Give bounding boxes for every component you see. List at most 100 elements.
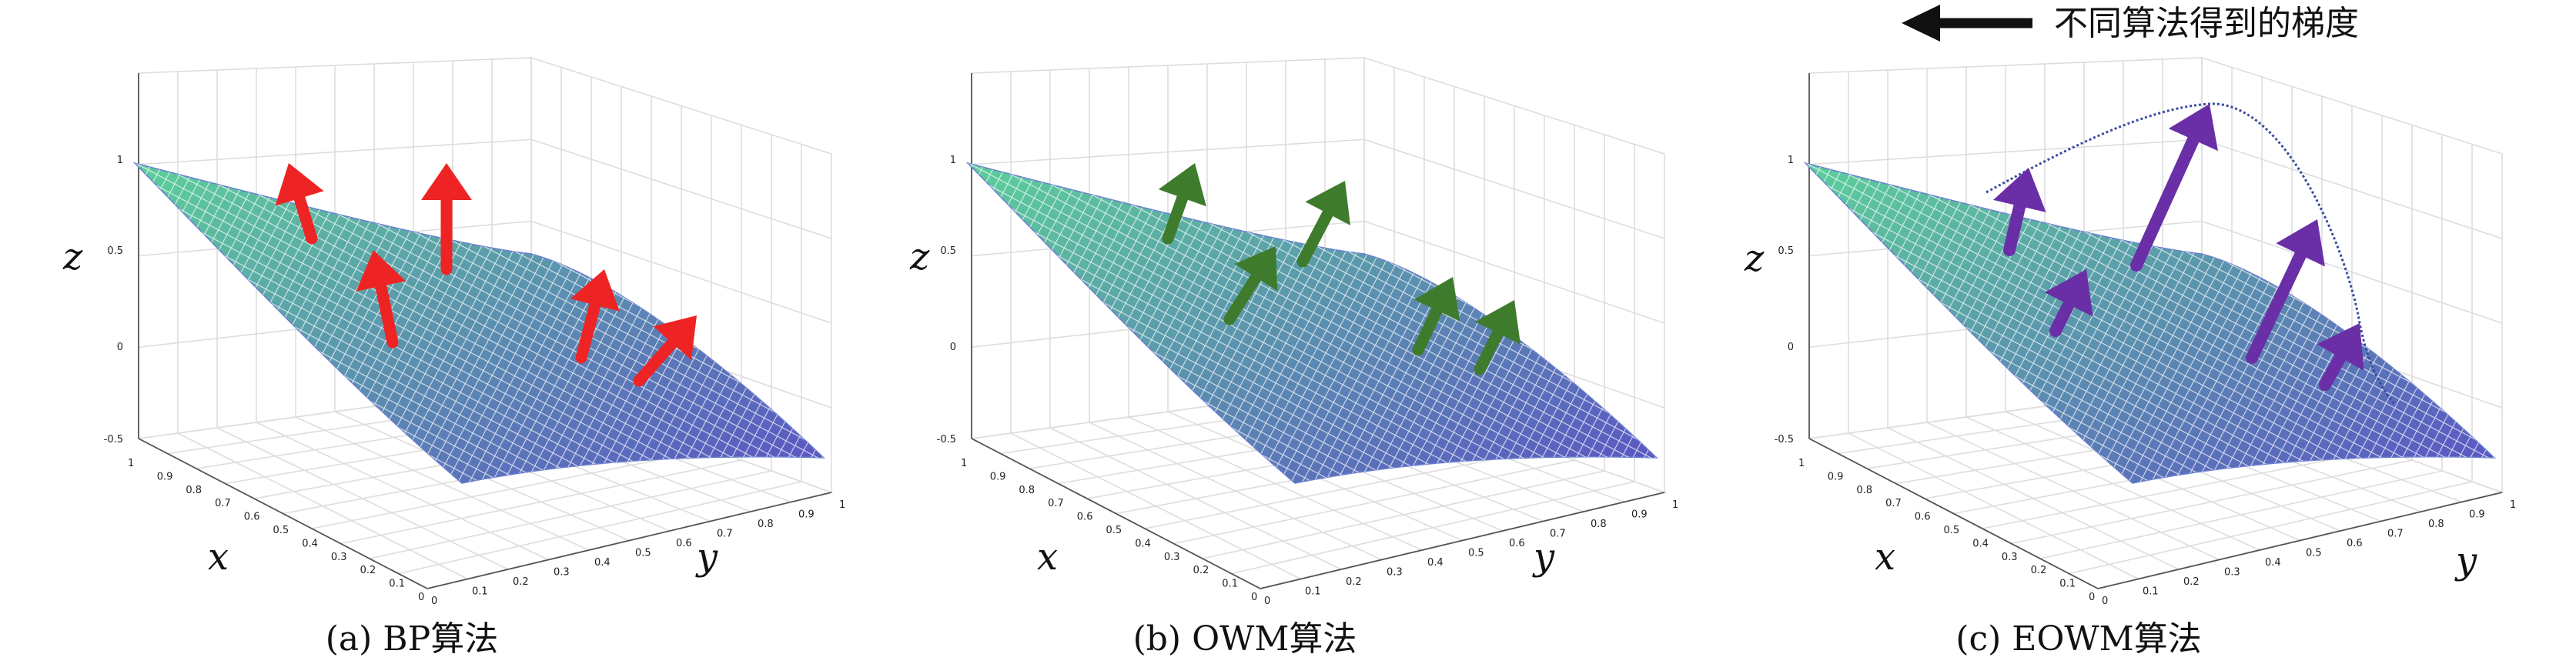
y-tick-label: 0.3 <box>2224 567 2240 579</box>
y-tick-label: 0.9 <box>798 509 815 521</box>
x-ticks-a: 1 0.9 0.8 0.7 0.6 0.5 0.4 0.3 0.2 0.1 0 <box>128 458 424 603</box>
x-tick-label: 0.4 <box>1135 538 1151 549</box>
z-tick-label: 1 <box>117 155 123 166</box>
y-tick-label: 0.8 <box>1591 519 1607 530</box>
y-tick-label: 0.9 <box>1631 509 1648 521</box>
gradient-arrow-shaft <box>1223 272 1262 325</box>
z-ticks-b: 1 0.5 0 -0.5 <box>937 155 956 445</box>
x-tick-label: 0.8 <box>186 485 202 496</box>
y-axis-label-c: y <box>2454 539 2477 582</box>
x-tick-label: 0 <box>418 592 424 603</box>
x-tick-label: 0.5 <box>1106 525 1122 536</box>
legend-label: 不同算法得到的梯度 <box>2054 4 2359 43</box>
gradient-arrow-head <box>2044 269 2093 317</box>
panel-c: 10.50-0.5 10.90.80.70.60.50.40.30.20.10 … <box>1744 56 2516 659</box>
gradient-arrow-shaft <box>2319 351 2347 391</box>
x-tick-label: 0.1 <box>2059 579 2076 590</box>
z-tick-label: 0 <box>950 342 956 353</box>
y-tick-label: 0.1 <box>2143 586 2159 598</box>
x-tick-label: 0 <box>1251 592 1257 603</box>
gradient-arrow-shaft <box>2246 249 2307 364</box>
x-tick-label: 0.3 <box>2002 552 2018 563</box>
gradient-arrow-shaft <box>1474 327 1504 375</box>
gradient-arrows-a <box>275 163 697 387</box>
gradient-arrow-head <box>1158 163 1206 207</box>
y-tick-label: 0.3 <box>1387 567 1403 579</box>
y-tick-label: 1 <box>839 499 845 511</box>
gradient-arrow-head <box>1413 277 1460 322</box>
y-ticks-b: 0 0.1 0.2 0.3 0.4 0.5 0.6 0.7 0.8 0.9 1 <box>1264 499 1678 607</box>
y-tick-label: 0.5 <box>635 548 651 559</box>
x-tick-label: 1 <box>961 458 967 469</box>
y-tick-label: 0.7 <box>1550 529 1566 540</box>
legend: 不同算法得到的梯度 <box>1902 4 2359 43</box>
y-axis-label-a: y <box>695 536 718 579</box>
x-tick-label: 0.9 <box>157 471 173 482</box>
gradient-arrow-head <box>1993 168 2046 212</box>
x-tick-label: 0.2 <box>2031 565 2047 576</box>
z-ticks-c: 1 0.5 0 -0.5 <box>1775 155 1794 445</box>
y-tick-label: 0.4 <box>1427 557 1444 569</box>
surface-a <box>132 162 825 484</box>
x-tick-label: 0.8 <box>1019 485 1035 496</box>
y-ticks-c: 0 0.1 0.2 0.3 0.4 0.5 0.6 0.7 0.8 0.9 1 <box>2102 499 2516 607</box>
gradient-arrow-head <box>570 269 620 312</box>
y-ticks-a: 0 0.1 0.2 0.3 0.4 0.5 0.6 0.7 0.8 0.9 1 <box>431 499 845 607</box>
gradient-arrow-shaft <box>2130 133 2200 272</box>
x-tick-label: 0.9 <box>990 471 1006 482</box>
x-tick-label: 0.2 <box>1193 565 1209 576</box>
x-tick-label: 0.4 <box>1972 538 1989 549</box>
x-tick-label: 0.7 <box>215 498 231 509</box>
y-tick-label: 0.8 <box>2428 519 2444 530</box>
y-tick-label: 0.2 <box>1346 576 1362 588</box>
x-axis-label-c: x <box>1875 536 1895 579</box>
z-tick-label: -0.5 <box>1775 434 1794 445</box>
z-axis-label-c: z <box>1744 237 1765 280</box>
y-tick-label: 0.6 <box>2347 538 2363 549</box>
gradient-arrow-head <box>2317 323 2364 371</box>
gradient-arrow-head <box>653 315 697 360</box>
legend-arrow-icon <box>1902 5 2032 42</box>
x-tick-label: 1 <box>128 458 134 469</box>
panel-a: 10.50-0.5 10.90.80.70.60.50.40.30.20.10 … <box>62 56 845 659</box>
y-tick-label: 0.2 <box>2183 576 2200 588</box>
y-tick-label: 1 <box>1672 499 1678 511</box>
y-tick-label: 0.4 <box>594 557 611 569</box>
y-tick-label: 0.7 <box>717 529 733 540</box>
z-axis-label-b: z <box>909 235 930 279</box>
gradient-arrow-shaft <box>293 168 305 193</box>
y-tick-label: 0.7 <box>2387 529 2404 540</box>
z-tick-label: 0.5 <box>107 245 123 257</box>
z-tick-label: 1 <box>950 155 956 166</box>
y-tick-label: 0.6 <box>676 538 692 549</box>
panel-b: 10.50-0.5 10.90.80.70.60.50.40.30.20.10 … <box>909 56 1678 659</box>
z-tick-label: -0.5 <box>937 434 956 445</box>
x-tick-label: 0.3 <box>331 552 347 563</box>
x-tick-label: 0.6 <box>1077 512 1093 523</box>
gradient-arrow-shaft <box>1296 208 1334 268</box>
z-tick-label: 1 <box>1788 155 1794 166</box>
gradient-arrow-head <box>1234 246 1278 292</box>
x-tick-label: 0.1 <box>389 579 405 590</box>
z-axis-label-a: z <box>62 235 83 279</box>
gradient-arrows-c <box>1993 104 2364 391</box>
gradient-arrow-shaft <box>2049 298 2076 337</box>
gradient-arrow-shaft <box>1162 192 1189 245</box>
z-tick-label: 0.5 <box>940 245 956 257</box>
x-tick-label: 0.3 <box>1164 552 1180 563</box>
x-tick-label: 0.8 <box>1856 485 1872 496</box>
y-tick-label: 0.8 <box>758 519 774 530</box>
gradient-arrow-shaft <box>293 192 318 245</box>
z-tick-label: 0.5 <box>1778 245 1794 257</box>
gradient-arrow-head <box>421 163 472 200</box>
x-tick-label: 0.2 <box>360 565 376 576</box>
x-tick-label: 0.9 <box>1828 471 1844 482</box>
y-tick-label: 0.9 <box>2469 509 2485 521</box>
y-tick-label: 0.1 <box>472 586 488 598</box>
y-tick-label: 0.5 <box>1468 548 1484 559</box>
x-tick-label: 0.6 <box>1915 512 1931 523</box>
x-tick-label: 0.1 <box>1222 579 1238 590</box>
z-tick-label: 0 <box>117 342 123 353</box>
gradient-arrow-shaft <box>575 299 601 364</box>
